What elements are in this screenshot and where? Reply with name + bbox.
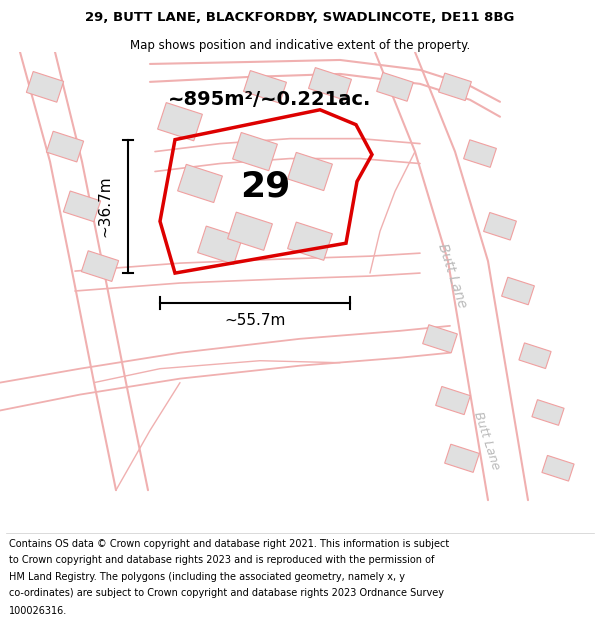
Text: to Crown copyright and database rights 2023 and is reproduced with the permissio: to Crown copyright and database rights 2… [9,556,434,566]
Polygon shape [178,164,223,202]
Polygon shape [158,102,202,141]
Text: ~55.7m: ~55.7m [224,313,286,328]
Text: HM Land Registry. The polygons (including the associated geometry, namely x, y: HM Land Registry. The polygons (includin… [9,571,405,581]
Polygon shape [287,152,332,191]
Text: Butt Lane: Butt Lane [435,242,469,310]
Polygon shape [82,251,119,281]
Polygon shape [26,71,64,102]
Polygon shape [64,191,101,222]
Polygon shape [46,131,83,162]
Text: 100026316.: 100026316. [9,606,67,616]
Text: 29: 29 [240,169,290,204]
Text: ~36.7m: ~36.7m [97,176,113,237]
Polygon shape [532,399,564,426]
Polygon shape [287,222,332,261]
Text: co-ordinates) are subject to Crown copyright and database rights 2023 Ordnance S: co-ordinates) are subject to Crown copyr… [9,588,444,598]
Polygon shape [519,343,551,369]
Text: ~895m²/~0.221ac.: ~895m²/~0.221ac. [169,90,371,109]
Polygon shape [436,386,470,414]
Text: Butt Lane: Butt Lane [472,409,503,471]
Polygon shape [377,72,413,101]
Polygon shape [502,278,535,305]
Polygon shape [233,132,277,171]
Polygon shape [439,73,472,101]
Polygon shape [542,456,574,481]
Polygon shape [484,213,517,240]
Polygon shape [464,140,496,168]
Polygon shape [244,71,286,103]
Text: 29, BUTT LANE, BLACKFORDBY, SWADLINCOTE, DE11 8BG: 29, BUTT LANE, BLACKFORDBY, SWADLINCOTE,… [85,11,515,24]
Polygon shape [227,212,272,251]
Polygon shape [422,325,457,353]
Text: Contains OS data © Crown copyright and database right 2021. This information is : Contains OS data © Crown copyright and d… [9,539,449,549]
Polygon shape [445,444,479,472]
Polygon shape [308,68,352,100]
Text: Map shows position and indicative extent of the property.: Map shows position and indicative extent… [130,39,470,52]
Polygon shape [197,226,242,264]
